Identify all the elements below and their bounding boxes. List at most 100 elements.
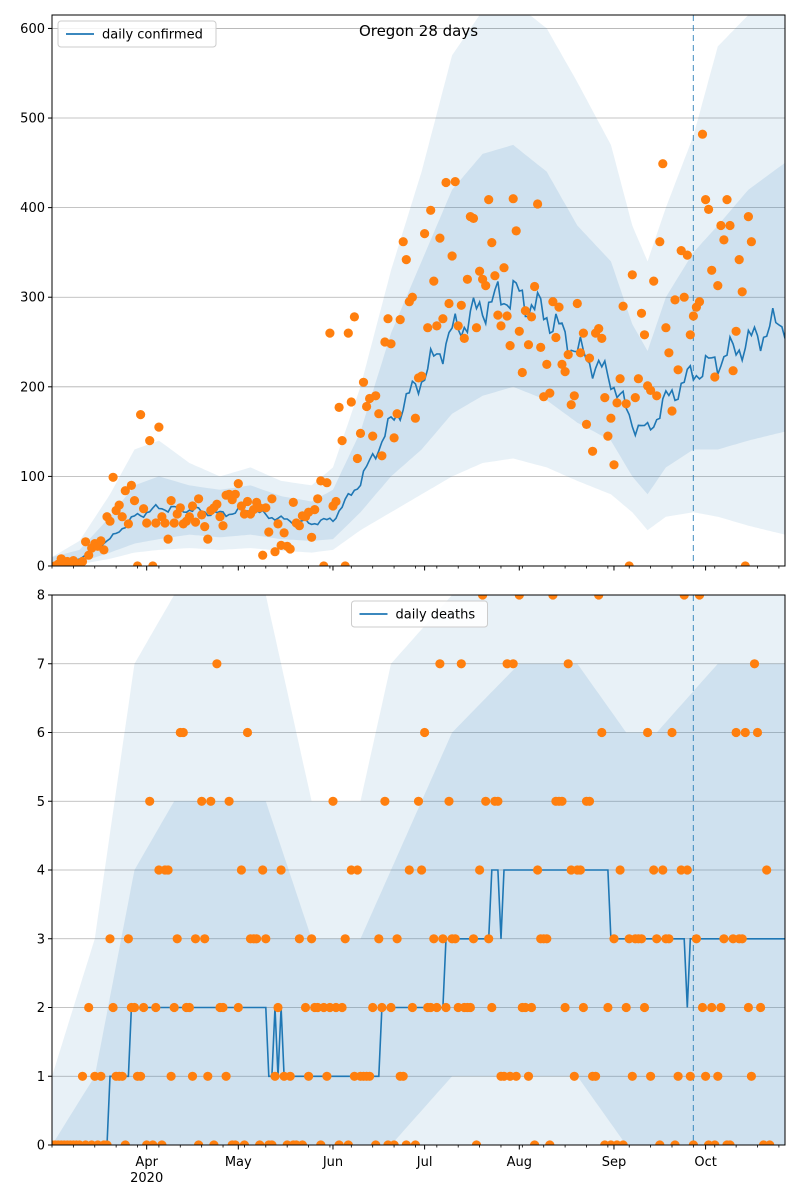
- data-point: [633, 374, 644, 384]
- data-point: [716, 1002, 726, 1013]
- data-point: [105, 516, 115, 526]
- data-point: [536, 342, 546, 352]
- data-point: [563, 659, 573, 669]
- x-tick-label: Jun: [322, 1155, 343, 1170]
- legend: daily deaths: [351, 600, 488, 628]
- data-point: [218, 521, 228, 531]
- data-point: [468, 213, 479, 223]
- data-point: [542, 934, 552, 944]
- data-point: [435, 659, 445, 669]
- data-point: [117, 1071, 127, 1081]
- legend-label: daily confirmed: [102, 28, 203, 43]
- data-point: [322, 478, 332, 488]
- data-point: [184, 1002, 194, 1013]
- data-point: [603, 1002, 613, 1013]
- data-point: [236, 865, 246, 875]
- data-point: [722, 195, 732, 205]
- data-point: [609, 934, 619, 944]
- data-point: [615, 374, 625, 384]
- data-point: [139, 504, 149, 514]
- data-point: [670, 1140, 680, 1145]
- data-point: [203, 534, 213, 544]
- data-point: [566, 400, 576, 410]
- x-tick-label: Aug: [507, 1155, 532, 1170]
- data-point: [548, 297, 558, 307]
- data-point: [386, 339, 396, 349]
- data-point: [129, 496, 140, 506]
- data-point: [328, 796, 338, 806]
- y-tick-label: 3: [37, 932, 45, 947]
- data-point: [606, 413, 616, 423]
- data-point: [658, 159, 668, 169]
- data-point: [285, 544, 295, 554]
- data-point: [297, 1140, 307, 1145]
- data-point: [81, 537, 91, 547]
- data-point: [438, 934, 448, 944]
- data-point: [752, 727, 763, 738]
- data-point: [209, 1140, 219, 1145]
- data-point: [139, 1002, 149, 1013]
- data-point: [694, 297, 705, 307]
- data-point: [603, 431, 613, 441]
- data-point: [215, 512, 225, 522]
- data-point: [481, 281, 491, 291]
- data-point: [261, 503, 271, 513]
- data-point: [401, 1140, 411, 1145]
- data-point: [148, 1140, 158, 1145]
- data-point: [646, 385, 656, 395]
- data-point: [368, 431, 378, 441]
- data-point: [475, 865, 485, 875]
- data-point: [371, 1140, 381, 1145]
- data-point: [380, 796, 390, 806]
- data-point: [166, 496, 176, 506]
- data-point: [636, 308, 647, 318]
- data-point: [743, 1002, 754, 1013]
- data-point: [740, 727, 750, 738]
- data-point: [157, 1140, 167, 1145]
- data-point: [187, 501, 198, 511]
- data-point: [395, 315, 405, 325]
- data-point: [389, 1140, 399, 1145]
- data-point: [609, 460, 619, 470]
- data-point: [77, 1071, 88, 1081]
- data-point: [725, 1140, 735, 1145]
- data-point: [343, 328, 353, 338]
- data-point: [694, 595, 705, 600]
- data-point: [346, 397, 356, 407]
- data-point: [685, 1071, 695, 1081]
- data-point: [737, 287, 747, 297]
- plot-area: [52, 15, 785, 566]
- data-point: [374, 409, 384, 419]
- data-point: [429, 276, 439, 286]
- data-point: [392, 934, 402, 944]
- data-point: [569, 391, 579, 401]
- data-point: [581, 419, 592, 429]
- uncertainty-band-inner: [52, 663, 785, 1145]
- data-point: [462, 274, 472, 284]
- data-point: [145, 796, 155, 806]
- data-point: [557, 359, 567, 369]
- data-point: [242, 727, 253, 738]
- data-point: [438, 314, 448, 324]
- data-point: [129, 1002, 140, 1013]
- data-point: [337, 1002, 347, 1013]
- data-point: [691, 934, 702, 944]
- data-point: [523, 340, 534, 350]
- data-point: [749, 659, 760, 669]
- y-tick-label: 1: [37, 1070, 45, 1085]
- data-point: [325, 328, 335, 338]
- data-point: [719, 235, 729, 245]
- observed-points: [52, 129, 757, 566]
- data-point: [514, 326, 524, 336]
- data-point: [719, 934, 729, 944]
- data-point: [190, 517, 201, 527]
- data-point: [166, 1071, 176, 1081]
- data-point: [530, 281, 540, 292]
- data-point: [664, 348, 674, 358]
- data-point: [545, 388, 555, 398]
- data-point: [267, 494, 277, 504]
- data-point: [444, 796, 454, 806]
- data-point: [762, 865, 772, 875]
- x-tick-label: Sep: [602, 1155, 627, 1170]
- data-point: [184, 512, 194, 522]
